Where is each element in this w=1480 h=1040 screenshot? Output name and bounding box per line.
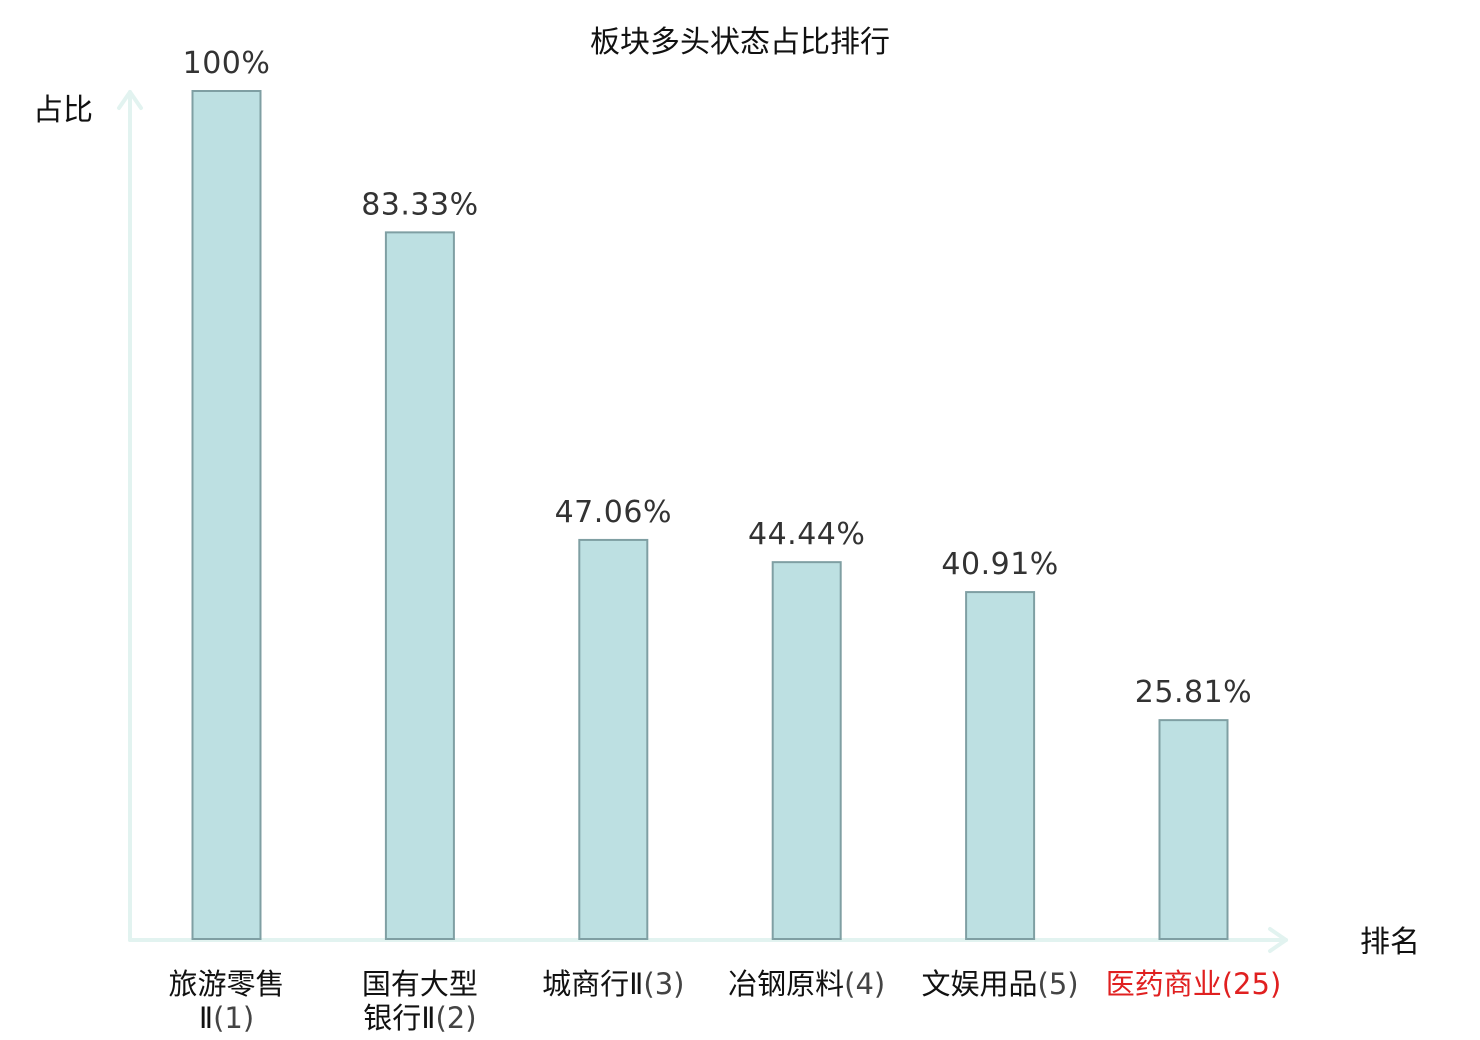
category-rank: (25) — [1222, 967, 1282, 1001]
category-rank: (5) — [1038, 967, 1079, 1001]
category-label-5: 文娱用品(5) — [922, 967, 1079, 1001]
category-name: 冶钢原料 — [728, 967, 844, 1001]
category-name: 医药商业 — [1106, 967, 1222, 1001]
value-label-2: 83.33% — [361, 187, 478, 222]
category-rank: (1) — [213, 1001, 254, 1035]
value-label-4: 44.44% — [748, 517, 865, 552]
category-name: 银行Ⅱ — [363, 1001, 435, 1035]
bar-5 — [965, 591, 1036, 940]
value-labels-group: 100% 83.33% 47.06% 44.44% 40.91% 25.81% — [183, 46, 1252, 710]
x-axis-arrow-icon — [1268, 927, 1288, 953]
bar-3 — [578, 538, 649, 940]
bar-1 — [191, 90, 262, 940]
category-label-3: 城商行Ⅱ(3) — [542, 967, 684, 1001]
category-rank: (4) — [844, 967, 885, 1001]
category-rank: (3) — [643, 967, 684, 1001]
category-name: 城商行Ⅱ — [542, 967, 643, 1001]
category-label-4: 冶钢原料(4) — [728, 967, 885, 1001]
category-name: 文娱用品 — [922, 967, 1038, 1001]
chart-title: 板块多头状态占比排行 — [590, 25, 890, 60]
bar-4 — [771, 561, 842, 940]
category-label-2-line-1: 国有大型 — [362, 967, 478, 1001]
y-axis-title: 占比 — [33, 93, 93, 128]
category-label-1-line-2: Ⅱ(1) — [199, 1001, 254, 1035]
category-rank: (2) — [435, 1001, 476, 1035]
category-name: Ⅱ — [199, 1001, 213, 1035]
category-label-6: 医药商业(25) — [1106, 967, 1282, 1001]
x-axis-title: 排名 — [1360, 925, 1420, 960]
category-name: 旅游零售 — [168, 967, 284, 1001]
value-label-5: 40.91% — [941, 547, 1058, 582]
category-label-1-line-1: 旅游零售 — [168, 967, 284, 1001]
bar-2 — [384, 231, 455, 941]
category-label-2-line-2: 银行Ⅱ(2) — [363, 1001, 476, 1035]
value-label-3: 47.06% — [555, 495, 672, 530]
y-axis-arrow-icon — [117, 90, 143, 110]
bars-group — [191, 90, 1229, 941]
axes — [117, 90, 1288, 953]
category-name: 国有大型 — [362, 967, 478, 1001]
value-label-1: 100% — [183, 46, 271, 81]
value-label-6: 25.81% — [1135, 675, 1252, 710]
bar-6 — [1158, 719, 1229, 941]
